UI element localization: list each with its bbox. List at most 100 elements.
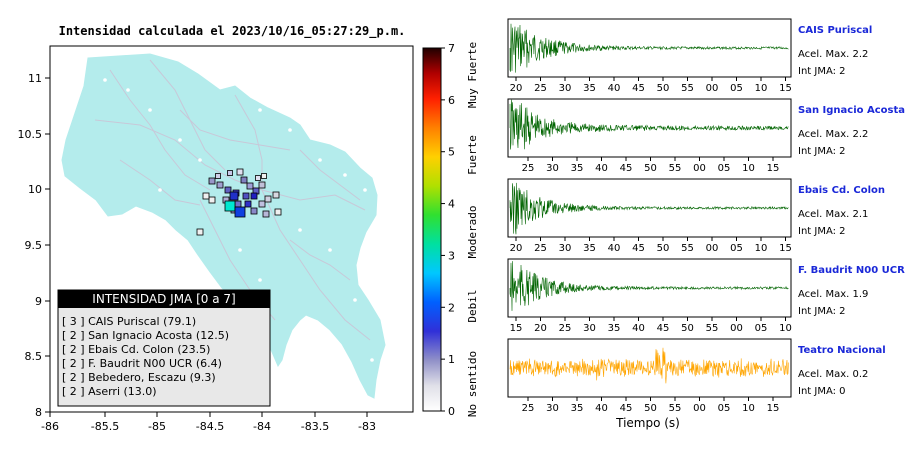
map-road	[109, 69, 211, 191]
map-city-dot	[370, 358, 374, 362]
map-station-marker	[208, 196, 216, 204]
map-station-marker	[208, 177, 216, 185]
station-accel: Acel. Max. 2.2	[798, 49, 868, 60]
map-road	[179, 109, 291, 151]
colorbar-tick-label: 7	[448, 42, 455, 55]
waveform-tick-label: 25	[522, 163, 535, 174]
map-city-dot	[178, 138, 182, 142]
waveform-tick-label: 45	[632, 243, 645, 254]
map-x-tick-label: -83	[358, 420, 376, 433]
legend-item: [ 2 ] Aserri (13.0)	[62, 385, 157, 398]
waveform-tick-label: 45	[657, 323, 670, 334]
station-name: San Ignacio Acosta	[798, 105, 905, 116]
map-road	[299, 149, 361, 201]
map-city-dot	[258, 108, 262, 112]
map-station-marker	[242, 192, 250, 200]
waveform-tick-label: 00	[706, 83, 719, 94]
waveform-panel: 25 30 35 40 45 50 55 00 05 10 15 San Ignacio Acosta…	[507, 98, 905, 174]
waveform-tick-label: 15	[767, 403, 780, 414]
map-city-dot	[103, 78, 107, 82]
colorbar-tick-label: 0	[448, 405, 455, 418]
map-station-marker	[262, 210, 270, 218]
colorbar-label: Fuerte	[466, 135, 479, 175]
map-city-dot	[158, 188, 162, 192]
map-x-tick-label: -85.5	[91, 420, 119, 433]
waveform-tick-label: 10	[755, 83, 768, 94]
colorbar-labels: No sentido Debil Moderado Fuerte Muy Fuerte	[466, 42, 479, 417]
waveform-tick-label: 55	[706, 323, 719, 334]
map-stations	[103, 78, 374, 362]
waveform-tick-label: 35	[571, 403, 584, 414]
waveform-tick-label: 35	[583, 243, 596, 254]
waveform-tick-label: 05	[755, 323, 768, 334]
waveform-tick-label: 25	[534, 83, 547, 94]
colorbar-tick-label: 5	[448, 146, 455, 159]
waveform-trace	[509, 182, 789, 235]
waveform-trace	[509, 347, 789, 384]
map-station-marker	[224, 186, 232, 194]
map-legend: INTENSIDAD JMA [0 a 7] [ 3 ] CAIS Purisc…	[57, 289, 271, 407]
legend-item: [ 2 ] Ebais Cd. Colon (23.5)	[62, 343, 210, 356]
colorbar-label: Debil	[466, 289, 479, 322]
waveform-tick-label: 00	[693, 163, 706, 174]
map-station-marker	[264, 195, 272, 203]
station-name: F. Baudrit N00 UCR	[798, 265, 905, 276]
map-station-marker	[272, 191, 280, 199]
map-station-marker	[227, 170, 233, 176]
waveform-tick-label: 25	[522, 403, 535, 414]
waveform-tick-label: 00	[730, 323, 743, 334]
map-station-marker	[234, 206, 246, 218]
waveform-tick-label: 35	[571, 163, 584, 174]
map-y-tick-label: 9.5	[25, 239, 43, 252]
map-y-tick-label: 10.5	[18, 128, 43, 141]
map-city-dot	[298, 228, 302, 232]
waveform-tick-label: 45	[632, 83, 645, 94]
waveform-tick-label: 55	[669, 403, 682, 414]
map-city-dot	[126, 88, 130, 92]
waveform-tick-label: 15	[510, 323, 523, 334]
waveform-panels: 20 25 30 35 40 45 50 55 00 05 10 15 CAIS Puriscal Ace…	[507, 18, 905, 414]
map-city-dot	[318, 158, 322, 162]
waveform-frame	[507, 18, 792, 78]
waveform-tick-label: 30	[559, 83, 572, 94]
waveform-tick-label: 10	[755, 243, 768, 254]
map-title: Intensidad calculada el 2023/10/16_05:27…	[59, 24, 406, 39]
waveform-tick-label: 20	[510, 83, 523, 94]
colorbar-label: Moderado	[466, 206, 479, 259]
colorbar-tick-label: 1	[448, 353, 455, 366]
legend-item: [ 3 ] CAIS Puriscal (79.1)	[62, 315, 196, 328]
waveform-panel: 25 30 35 40 45 50 55 00 05 10 15 Teatro Nacional Ace…	[507, 338, 886, 414]
legend-item: [ 2 ] F. Baudrit N00 UCR (6.4)	[62, 357, 222, 370]
map-city-dot	[343, 173, 347, 177]
map-road	[94, 119, 366, 211]
waveform-tick-label: 55	[681, 83, 694, 94]
legend-item: [ 2 ] Bebedero, Escazu (9.3)	[62, 371, 216, 384]
waveform-tick-label: 50	[644, 163, 657, 174]
map-station-marker	[258, 181, 266, 189]
waveform-tick-label: 05	[718, 163, 731, 174]
station-name: Teatro Nacional	[798, 345, 886, 356]
waveform-tick-label: 10	[742, 403, 755, 414]
map-city-dot	[363, 188, 367, 192]
station-accel: Acel. Max. 1.9	[798, 289, 868, 300]
waveform-tick-label: 55	[669, 163, 682, 174]
waveform-tick-label: 40	[595, 403, 608, 414]
waveform-panel: 20 25 30 35 40 45 50 55 00 05 10 15 CAIS Puriscal Ace…	[507, 18, 872, 94]
waveform-frame	[507, 338, 792, 398]
map-road	[261, 189, 371, 341]
waveform-tick-label: 55	[681, 243, 694, 254]
waveform-tick-label: 30	[559, 243, 572, 254]
map-station-marker	[202, 192, 210, 200]
map-city-dot	[238, 248, 242, 252]
waveform-tick-label: 25	[534, 243, 547, 254]
colorbar-tick-label: 3	[448, 249, 455, 262]
waveform-tick-label: 05	[718, 403, 731, 414]
waveform-tick-label: 15	[779, 83, 792, 94]
waveform-trace	[509, 23, 789, 73]
map-station-marker	[261, 173, 267, 179]
station-name: CAIS Puriscal	[798, 25, 872, 36]
waveform-tick-label: 40	[632, 323, 645, 334]
waveform-tick-label: 10	[742, 163, 755, 174]
station-jma: Int JMA: 2	[798, 226, 846, 237]
